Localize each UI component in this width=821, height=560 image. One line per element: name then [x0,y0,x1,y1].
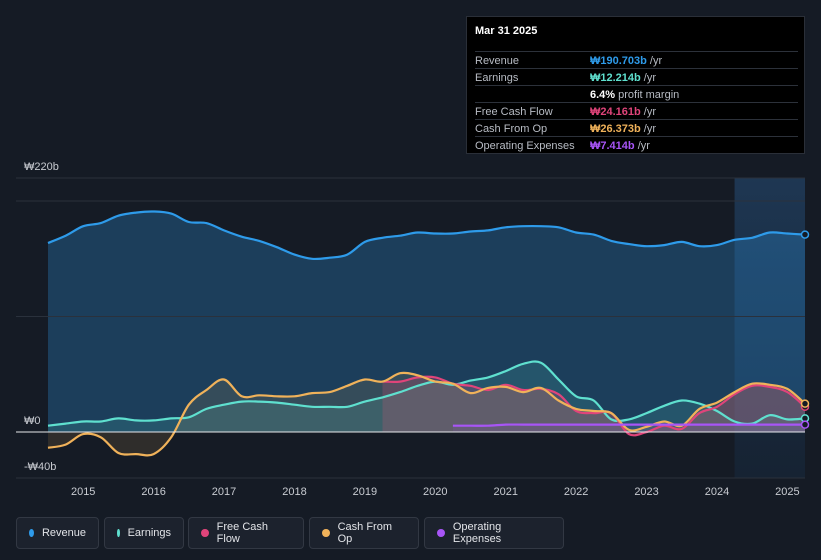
tooltip: Mar 31 2025 Revenue ₩190.703b /yr Earnings… [466,16,805,154]
tooltip-row: 6.4% profit margin [475,85,798,103]
x-tick-label: 2019 [353,486,377,498]
cash-from-op-end-marker [800,399,810,408]
tooltip-row-value: ₩26.373b /yr [590,123,657,135]
tooltip-row: Cash From Op ₩26.373b /yr [475,119,798,137]
tooltip-row-value: ₩7.414b /yr [590,140,650,152]
earnings-line [47,360,806,427]
legend-item-cash-from-op[interactable]: Cash From Op [309,517,419,549]
tooltip-row-label: Revenue [475,55,520,67]
x-tick-label: 2025 [775,486,799,498]
x-tick-label: 2022 [564,486,588,498]
y-tick-label: ₩0 [24,415,41,427]
tooltip-row: Earnings ₩12.214b /yr [475,68,798,86]
legend-dot-icon [29,529,34,537]
operating-expenses-end-marker [800,420,810,429]
legend-dot-icon [437,529,445,537]
legend-item-revenue[interactable]: Revenue [16,517,99,549]
cash-from-op-line [47,371,806,457]
x-tick-label: 2020 [423,486,447,498]
operating-expenses-line [452,423,805,427]
x-tick-label: 2021 [493,486,517,498]
legend-label: Revenue [41,527,86,539]
x-tick-label: 2016 [141,486,165,498]
legend-dot-icon [117,529,120,537]
tooltip-row-label: Operating Expenses [475,140,575,152]
revenue-end-marker [800,230,810,239]
x-tick-label: 2023 [634,486,658,498]
revenue-line [47,210,806,261]
legend-item-operating-expenses[interactable]: Operating Expenses [424,517,564,549]
tooltip-date: Mar 31 2025 [475,25,538,37]
x-tick-label: 2015 [71,486,95,498]
legend-dot-icon [201,529,209,537]
tooltip-row-label: Cash From Op [475,123,548,135]
legend-label: Operating Expenses [452,521,502,545]
legend-label: Earnings [127,527,171,539]
y-tick-label: ₩220b [24,161,59,173]
tooltip-row-value: ₩24.161b /yr [590,106,657,118]
x-tick-label: 2024 [705,486,729,498]
legend-label: Cash From Op [337,521,392,545]
tooltip-row-label: Free Cash Flow [475,106,553,118]
forecast-region [734,178,805,478]
tooltip-row: Revenue ₩190.703b /yr [475,51,798,69]
legend-label: Free Cash Flow [216,521,269,545]
tooltip-row-label: Earnings [475,72,519,84]
tooltip-row: Operating Expenses ₩7.414b /yr [475,136,798,154]
tooltip-row-value: ₩12.214b /yr [590,72,657,84]
legend-dot-icon [322,529,330,537]
earnings-area [48,361,805,432]
y-tick-label: -₩40b [24,461,56,473]
legend-item-earnings[interactable]: Earnings [104,517,184,549]
free-cash-flow-area [382,376,805,436]
tooltip-row: Free Cash Flow ₩24.161b /yr [475,102,798,120]
operating-expenses-area [452,424,805,432]
x-tick-label: 2018 [282,486,306,498]
tooltip-row-value: 6.4% profit margin [590,89,680,101]
legend-item-free-cash-flow[interactable]: Free Cash Flow [188,517,304,549]
revenue-area [48,211,805,432]
tooltip-row-value: ₩190.703b /yr [590,55,663,67]
x-tick-label: 2017 [212,486,236,498]
